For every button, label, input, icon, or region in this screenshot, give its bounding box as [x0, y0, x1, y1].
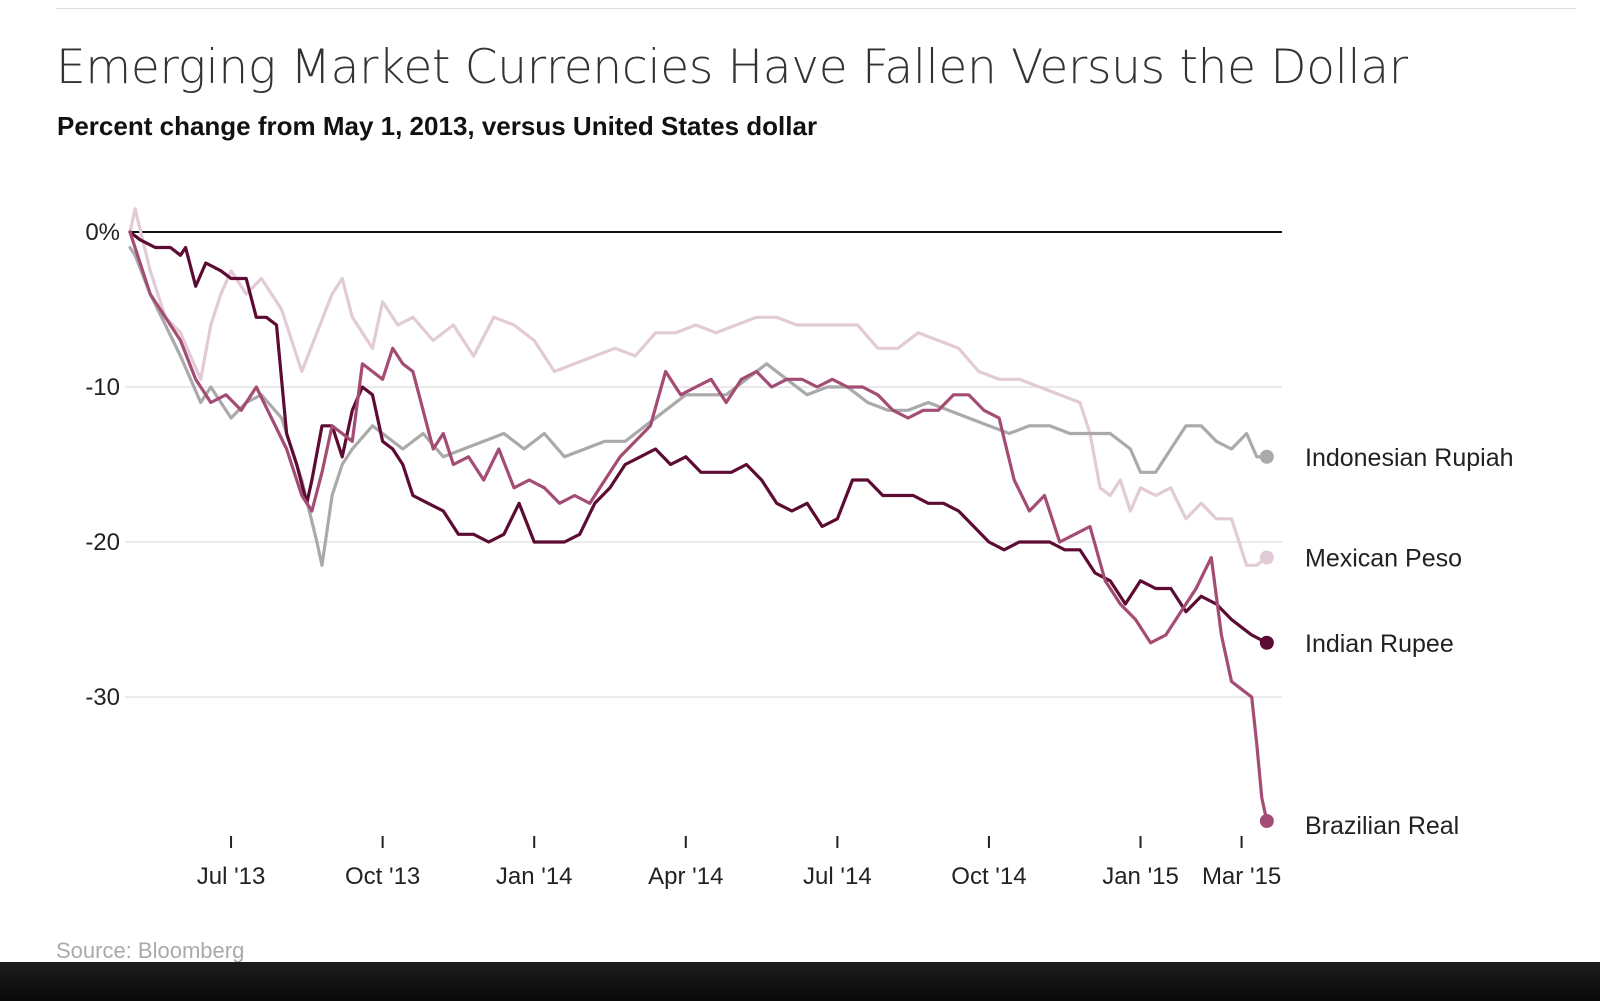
gridlines: [125, 231, 1282, 698]
y-axis: 0% -10 -20 -30: [85, 219, 120, 711]
series-label-indonesian_rupiah: Indonesian Rupiah: [1305, 444, 1514, 472]
x-tick-label-2: Jan '14: [496, 863, 573, 890]
series-end-dot-indonesian_rupiah: [1259, 449, 1274, 464]
x-tick-label-6: Jan '15: [1102, 863, 1179, 890]
series-end-dot-brazilian_real: [1259, 814, 1274, 828]
series-end-labels: Mexican Peso Indonesian Rupiah Indian Rupe…: [1305, 444, 1514, 840]
series-end-dot-indian_rupee: [1259, 635, 1274, 650]
source-note: Source: Bloomberg: [56, 938, 245, 963]
x-tick-label-7: Mar '15: [1202, 863, 1281, 890]
series-label-mexican_peso: Mexican Peso: [1305, 545, 1462, 573]
series-end-dot-mexican_peso: [1259, 550, 1274, 565]
x-tick-label-5: Oct '14: [951, 863, 1026, 890]
series-line-mexican_peso: [128, 207, 1269, 567]
os-taskbar: [0, 962, 1600, 1001]
series-line-indonesian_rupiah: [128, 245, 1269, 567]
series-label-brazilian_real: Brazilian Real: [1305, 812, 1459, 840]
x-tick-label-3: Apr '14: [648, 863, 723, 890]
x-tick-label-0: Jul '13: [197, 863, 266, 890]
y-tick-label-0: 0%: [85, 219, 120, 246]
top-rule: [56, 8, 1576, 9]
series-lines: [128, 207, 1274, 828]
x-tick-label-1: Oct '13: [345, 863, 420, 890]
series-line-brazilian_real: [128, 230, 1269, 823]
x-tick-label-4: Jul '14: [803, 863, 872, 890]
series-line-indian_rupee: [128, 230, 1269, 645]
y-tick-label-3: -30: [85, 684, 120, 711]
x-axis: Jul '13 Oct '13 Jan '14 Apr '14 Jul '14 Oct '…: [197, 836, 1281, 890]
line-chart: Jul '13 Oct '13 Jan '14 Apr '14 Jul '14 Oct '…: [85, 207, 1514, 890]
chart-subtitle: Percent change from May 1, 2013, versus …: [57, 111, 818, 141]
y-tick-label-1: -10: [85, 374, 120, 401]
y-tick-label-2: -20: [85, 529, 120, 556]
series-label-indian_rupee: Indian Rupee: [1305, 630, 1454, 658]
chart-title: Emerging Market Currencies Have Fallen V…: [56, 40, 1408, 95]
